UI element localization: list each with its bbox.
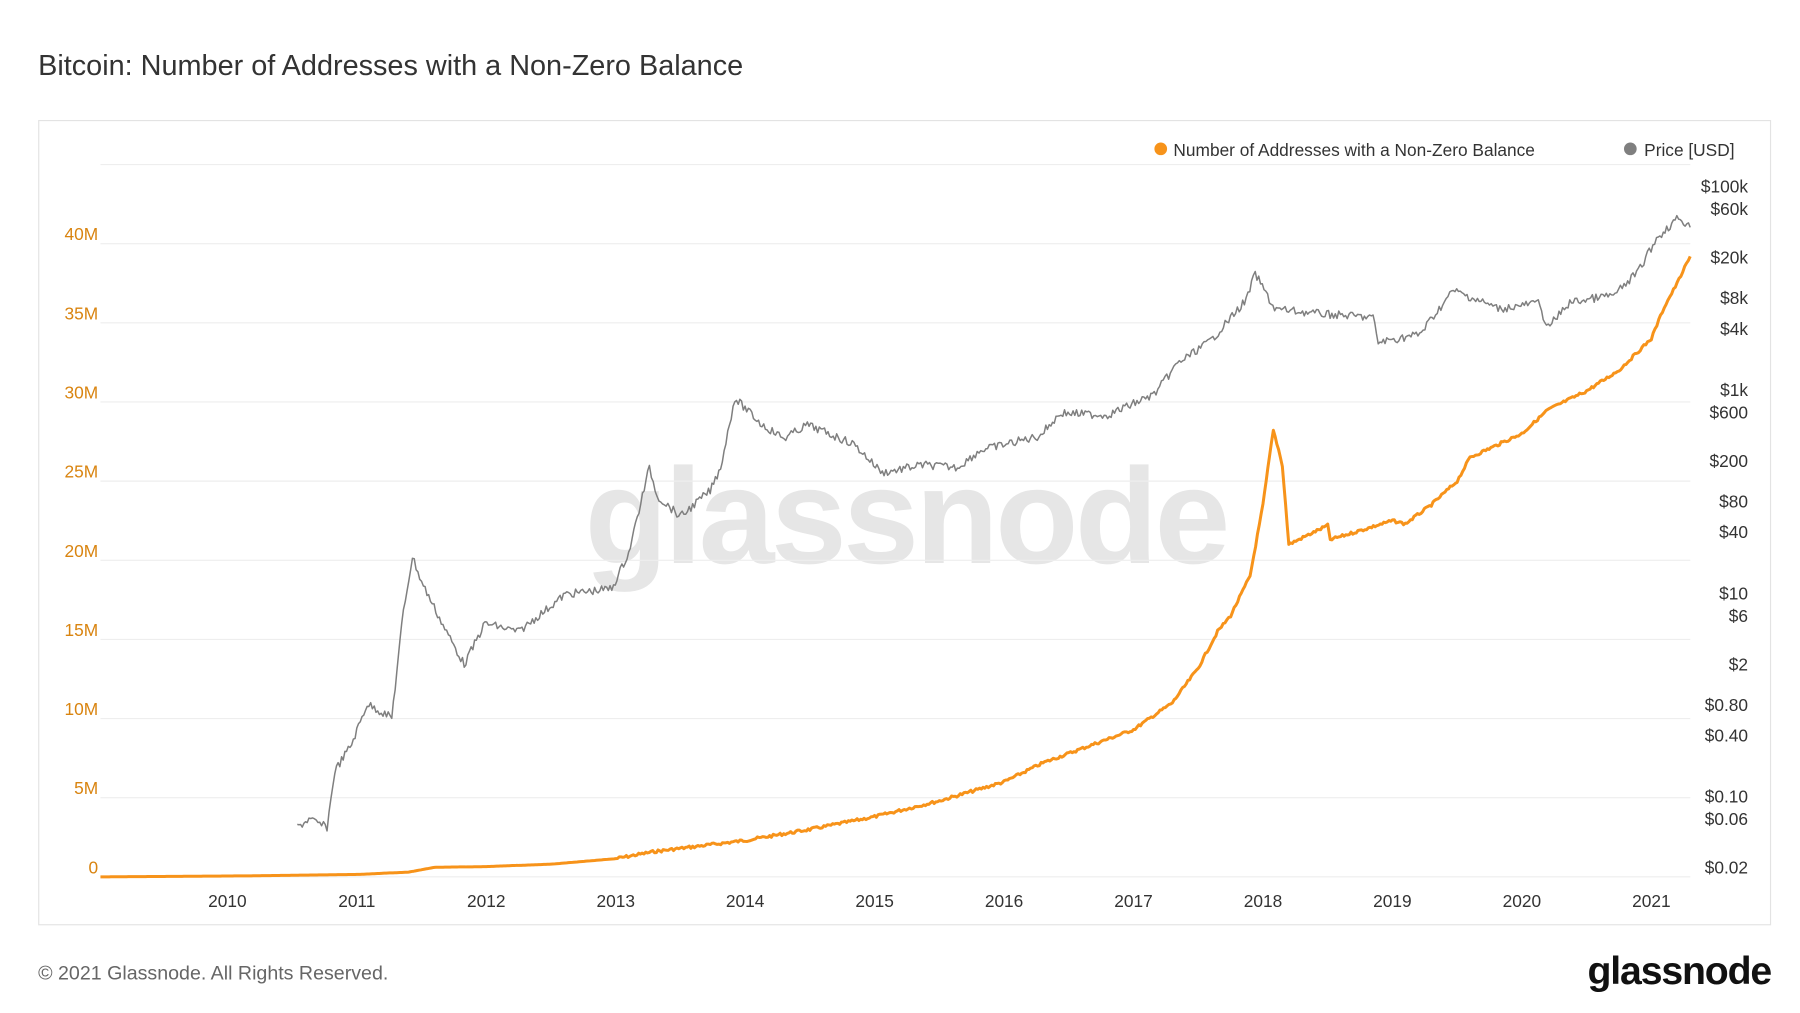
x-tick-label: 2010 <box>208 891 246 911</box>
left-tick-label: 30M <box>64 383 98 403</box>
x-tick-label: 2017 <box>1114 891 1152 911</box>
chart-frame <box>38 119 1772 926</box>
x-tick-label: 2014 <box>726 891 765 911</box>
legend-label-price: Price [USD] <box>1644 140 1734 160</box>
x-tick-label: 2021 <box>1632 891 1670 911</box>
x-tick-label: 2015 <box>855 891 893 911</box>
right-tick-label: $100k <box>1701 177 1748 197</box>
right-tick-label: $600 <box>1710 403 1748 423</box>
left-tick-label: 20M <box>64 541 98 561</box>
right-tick-label: $10 <box>1719 583 1748 603</box>
right-tick-label: $80 <box>1719 491 1748 511</box>
addresses-line <box>100 255 1692 879</box>
right-tick-label: $0.40 <box>1705 725 1748 745</box>
x-tick-label: 2019 <box>1373 891 1411 911</box>
gridlines <box>100 163 1691 878</box>
left-axis: 0 5M 10M 15M 20M 25M 30M 35M 40M <box>64 224 98 877</box>
legend-dot-price <box>1623 142 1637 156</box>
right-axis: $100k$60k $20k $8k $4k $1k $600 $200 $80 $40 $10 $… <box>1701 177 1748 878</box>
price-line <box>297 214 1691 832</box>
right-tick-label: $40 <box>1719 522 1748 542</box>
left-tick-label: 15M <box>64 620 98 640</box>
watermark: glassnode <box>585 440 1227 592</box>
right-tick-label: $2 <box>1729 654 1748 674</box>
legend-label-addresses: Number of Addresses with a Non-Zero Bala… <box>1173 140 1534 160</box>
page-title: Bitcoin: Number of Addresses with a Non-… <box>38 50 743 82</box>
right-tick-label: $0.06 <box>1705 809 1748 829</box>
x-tick-label: 2013 <box>596 891 634 911</box>
right-tick-label: $200 <box>1710 451 1748 471</box>
glassnode-logo: glassnode <box>1587 949 1771 993</box>
x-tick-label: 2012 <box>467 891 505 911</box>
legend-item-price[interactable]: Price [USD] <box>1623 140 1735 160</box>
left-tick-label: 5M <box>74 778 98 798</box>
right-tick-label: $60k <box>1710 199 1748 219</box>
x-axis: 2010 2011 2012 2013 2014 2015 2016 2017 2018 2019… <box>208 891 1670 911</box>
left-tick-label: 40M <box>64 224 98 244</box>
legend-item-addresses[interactable]: Number of Addresses with a Non-Zero Bala… <box>1154 140 1535 160</box>
series-lines <box>100 214 1692 879</box>
right-tick-label: $0.80 <box>1705 695 1748 715</box>
left-tick-label: 10M <box>64 699 98 719</box>
legend: Number of Addresses with a Non-Zero Bala… <box>1154 140 1735 160</box>
left-tick-label: 35M <box>64 303 98 323</box>
right-tick-label: $8k <box>1720 288 1748 308</box>
x-tick-label: 2018 <box>1244 891 1282 911</box>
right-tick-label: $0.02 <box>1705 858 1748 878</box>
right-tick-label: $4k <box>1720 319 1748 339</box>
right-tick-label: $0.10 <box>1705 787 1748 807</box>
x-tick-label: 2020 <box>1503 891 1541 911</box>
right-tick-label: $1k <box>1720 380 1748 400</box>
right-tick-label: $6 <box>1729 606 1748 626</box>
legend-dot-addresses <box>1154 142 1168 156</box>
left-tick-label: 25M <box>64 462 98 482</box>
x-tick-label: 2011 <box>338 891 375 911</box>
right-tick-label: $20k <box>1710 248 1748 268</box>
left-tick-label: 0 <box>89 857 99 877</box>
x-tick-label: 2016 <box>985 891 1023 911</box>
copyright-footer: © 2021 Glassnode. All Rights Reserved. <box>38 963 388 985</box>
